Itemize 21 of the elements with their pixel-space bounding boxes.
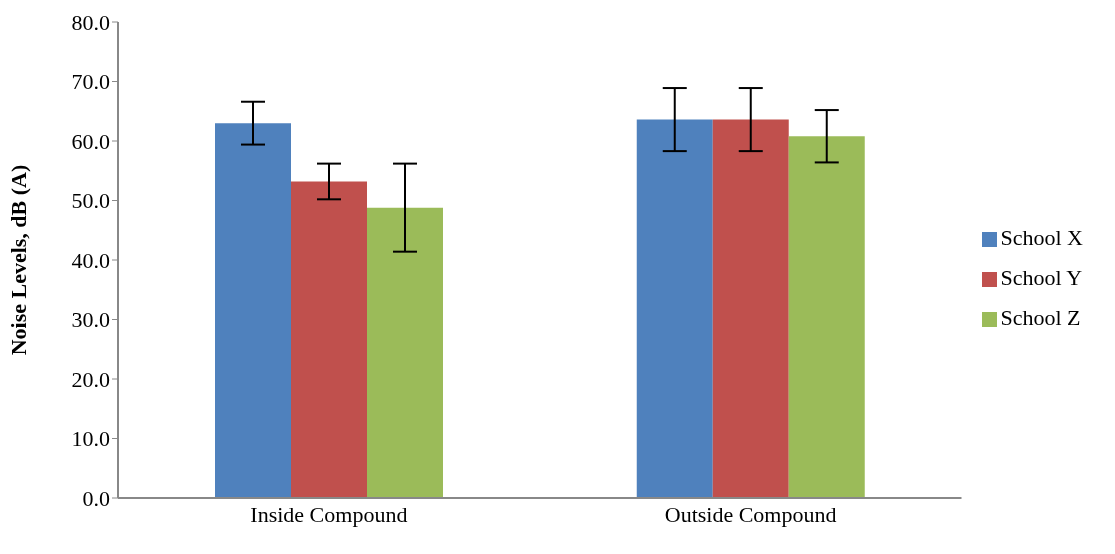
bar: [636, 119, 713, 498]
bar: [367, 207, 443, 498]
y-tick-label: 50.0: [71, 188, 110, 214]
y-tick-label: 70.0: [71, 69, 110, 95]
y-axis-title: Noise Levels, dB (A): [5, 164, 31, 356]
bar: [712, 119, 789, 498]
y-tick-label: 60.0: [71, 128, 110, 154]
x-tick-label: Outside Compound: [664, 501, 837, 527]
bar: [788, 136, 865, 498]
legend-label: School X: [1000, 225, 1083, 250]
y-tick-label: 80.0: [71, 9, 110, 35]
y-tick-label: 20.0: [71, 366, 110, 392]
legend-label: School Z: [1000, 305, 1081, 330]
x-tick-label: Inside Compound: [250, 501, 408, 527]
legend-label: School Y: [1000, 265, 1083, 290]
y-tick-label: 0.0: [82, 485, 110, 511]
y-tick-label: 40.0: [71, 247, 110, 273]
y-tick-label: 10.0: [71, 426, 110, 452]
y-tick-label: 30.0: [71, 307, 110, 333]
bar: [215, 123, 291, 498]
bar: [291, 181, 367, 498]
